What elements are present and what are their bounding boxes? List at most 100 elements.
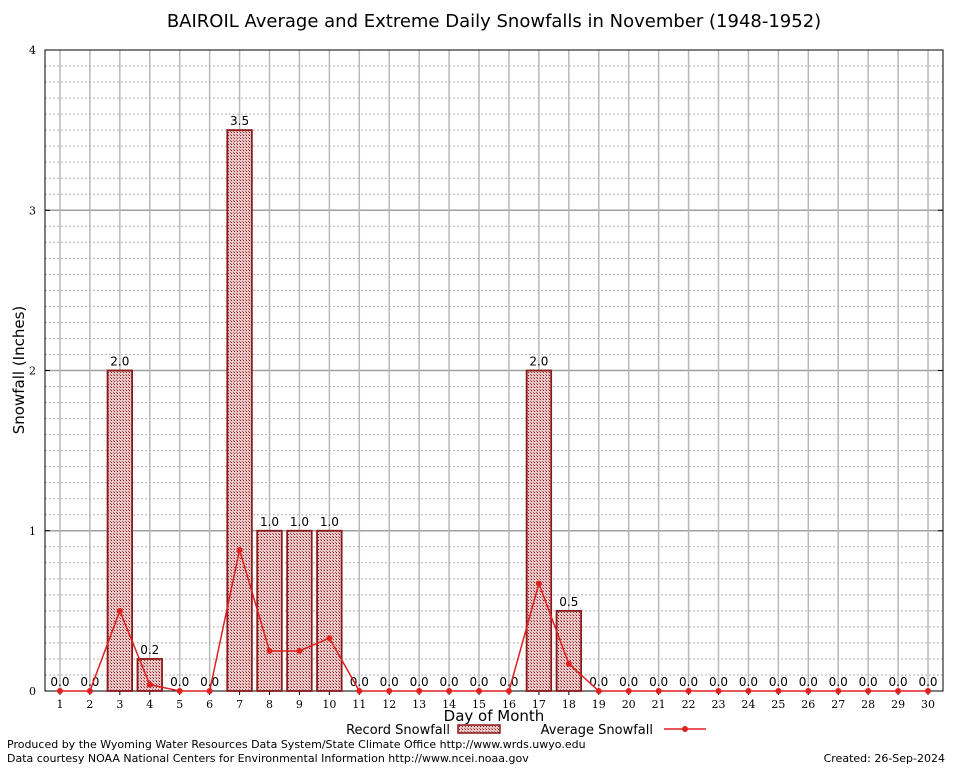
- average-point: [386, 688, 393, 694]
- legend-record-label: Record Snowfall: [346, 723, 450, 738]
- average-point: [116, 607, 123, 614]
- average-point: [86, 688, 93, 694]
- x-tick-label: 16: [502, 698, 516, 711]
- average-point: [925, 688, 932, 694]
- average-point: [296, 647, 303, 654]
- record-bar: [106, 369, 134, 692]
- x-tick-label: 27: [831, 698, 845, 711]
- bar-value-label: 0.0: [769, 675, 788, 689]
- y-tick-label: 0: [29, 685, 36, 698]
- x-tick-label: 25: [771, 698, 785, 711]
- x-tick-label: 11: [352, 698, 366, 711]
- bar-value-label: 0.5: [559, 595, 578, 609]
- bar-value-label: 0.0: [499, 675, 518, 689]
- average-point: [476, 688, 483, 694]
- bar-value-label: 3.5: [230, 114, 249, 128]
- record-bar: [525, 369, 553, 692]
- bar-value-label: 0.0: [350, 675, 369, 689]
- x-tick-label: 10: [322, 698, 336, 711]
- bar-value-label: 0.0: [50, 675, 69, 689]
- x-tick-label: 8: [266, 698, 273, 711]
- bar-value-label: 0.0: [649, 675, 668, 689]
- average-point: [595, 688, 602, 694]
- bar-value-label: 2.0: [110, 355, 129, 369]
- footer-data-source: Data courtesy NOAA National Centers for …: [7, 752, 529, 765]
- record-bar: [226, 129, 253, 692]
- bar-value-label: 0.0: [889, 675, 908, 689]
- bar-value-label: 0.0: [170, 675, 189, 689]
- x-tick-label: 18: [562, 698, 576, 711]
- x-tick-label: 26: [801, 698, 815, 711]
- average-point: [775, 688, 782, 694]
- legend-record-swatch: [457, 724, 501, 734]
- bar-value-label: 0.0: [799, 675, 818, 689]
- average-point: [266, 647, 273, 654]
- bar-value-label: 0.0: [469, 675, 488, 689]
- bar-value-label: 0.0: [619, 675, 638, 689]
- average-point: [805, 688, 812, 694]
- average-point: [146, 681, 153, 688]
- bar-value-label: 0.0: [589, 675, 608, 689]
- average-point: [176, 688, 183, 694]
- bar-value-labels: 0.0 0.0 2.0 0.2 0.0 0.0 3.5 1.0 1.0 1.0 0.0 0.0 0.0 0…: [50, 114, 937, 689]
- record-bars: [106, 129, 583, 692]
- y-tick-label: 2: [29, 365, 36, 378]
- average-point: [505, 688, 512, 694]
- x-tick-label: 30: [921, 698, 935, 711]
- bar-value-label: 0.0: [679, 675, 698, 689]
- average-point: [236, 546, 243, 553]
- x-tick-label: 29: [891, 698, 905, 711]
- x-tick-label: 13: [412, 698, 426, 711]
- bar-value-label: 1.0: [320, 515, 339, 529]
- x-tick-label: 24: [741, 698, 755, 711]
- x-axis-ticks: 1 2 3 4 5 6 7 8 9 10 11 12 13 14 15 16 17 18 19 20 21 22 23 24 2…: [56, 691, 935, 711]
- record-bar: [316, 529, 343, 692]
- bar-value-label: 0.0: [410, 675, 429, 689]
- bar-value-label: 1.0: [260, 515, 279, 529]
- bar-value-label: 0.0: [829, 675, 848, 689]
- grid: [45, 50, 943, 691]
- footer-created-date: Created: 26-Sep-2024: [824, 752, 945, 765]
- average-point: [685, 688, 692, 694]
- bar-value-label: 0.0: [709, 675, 728, 689]
- average-point: [865, 688, 872, 694]
- legend-average-marker: [682, 726, 688, 732]
- bar-value-label: 2.0: [529, 355, 548, 369]
- x-tick-label: 9: [296, 698, 303, 711]
- average-point: [56, 688, 63, 694]
- average-point: [356, 688, 363, 694]
- y-tick-label: 3: [29, 204, 36, 217]
- y-axis-ticks: 0 1 2 3 4: [29, 44, 943, 698]
- x-tick-label: 15: [472, 698, 486, 711]
- bar-value-label: 0.0: [440, 675, 459, 689]
- bar-value-label: 0.0: [200, 675, 219, 689]
- x-tick-label: 5: [176, 698, 183, 711]
- average-point: [206, 688, 213, 694]
- x-axis-label: Day of Month: [444, 707, 545, 725]
- x-tick-label: 28: [861, 698, 875, 711]
- x-tick-label: 12: [382, 698, 396, 711]
- y-axis-label: Snowfall (Inches): [10, 306, 28, 434]
- x-tick-label: 22: [682, 698, 696, 711]
- average-line: [56, 546, 932, 694]
- x-tick-label: 2: [86, 698, 93, 711]
- bar-value-label: 1.0: [290, 515, 309, 529]
- average-line-path: [59, 549, 929, 692]
- legend: Record Snowfall Average Snowfall: [346, 723, 706, 738]
- record-bar: [286, 529, 313, 692]
- average-point: [895, 688, 902, 694]
- x-tick-label: 14: [442, 698, 456, 711]
- record-bar: [555, 609, 583, 692]
- footer-producer: Produced by the Wyoming Water Resources …: [7, 738, 586, 751]
- average-point: [565, 660, 572, 667]
- y-tick-label: 1: [29, 525, 36, 538]
- y-tick-label: 4: [29, 44, 36, 57]
- x-tick-label: 1: [56, 698, 63, 711]
- bar-value-label: 0.0: [80, 675, 99, 689]
- average-point: [745, 688, 752, 694]
- average-point: [416, 688, 423, 694]
- average-point: [715, 688, 722, 694]
- x-tick-label: 20: [622, 698, 636, 711]
- x-tick-label: 17: [532, 698, 546, 711]
